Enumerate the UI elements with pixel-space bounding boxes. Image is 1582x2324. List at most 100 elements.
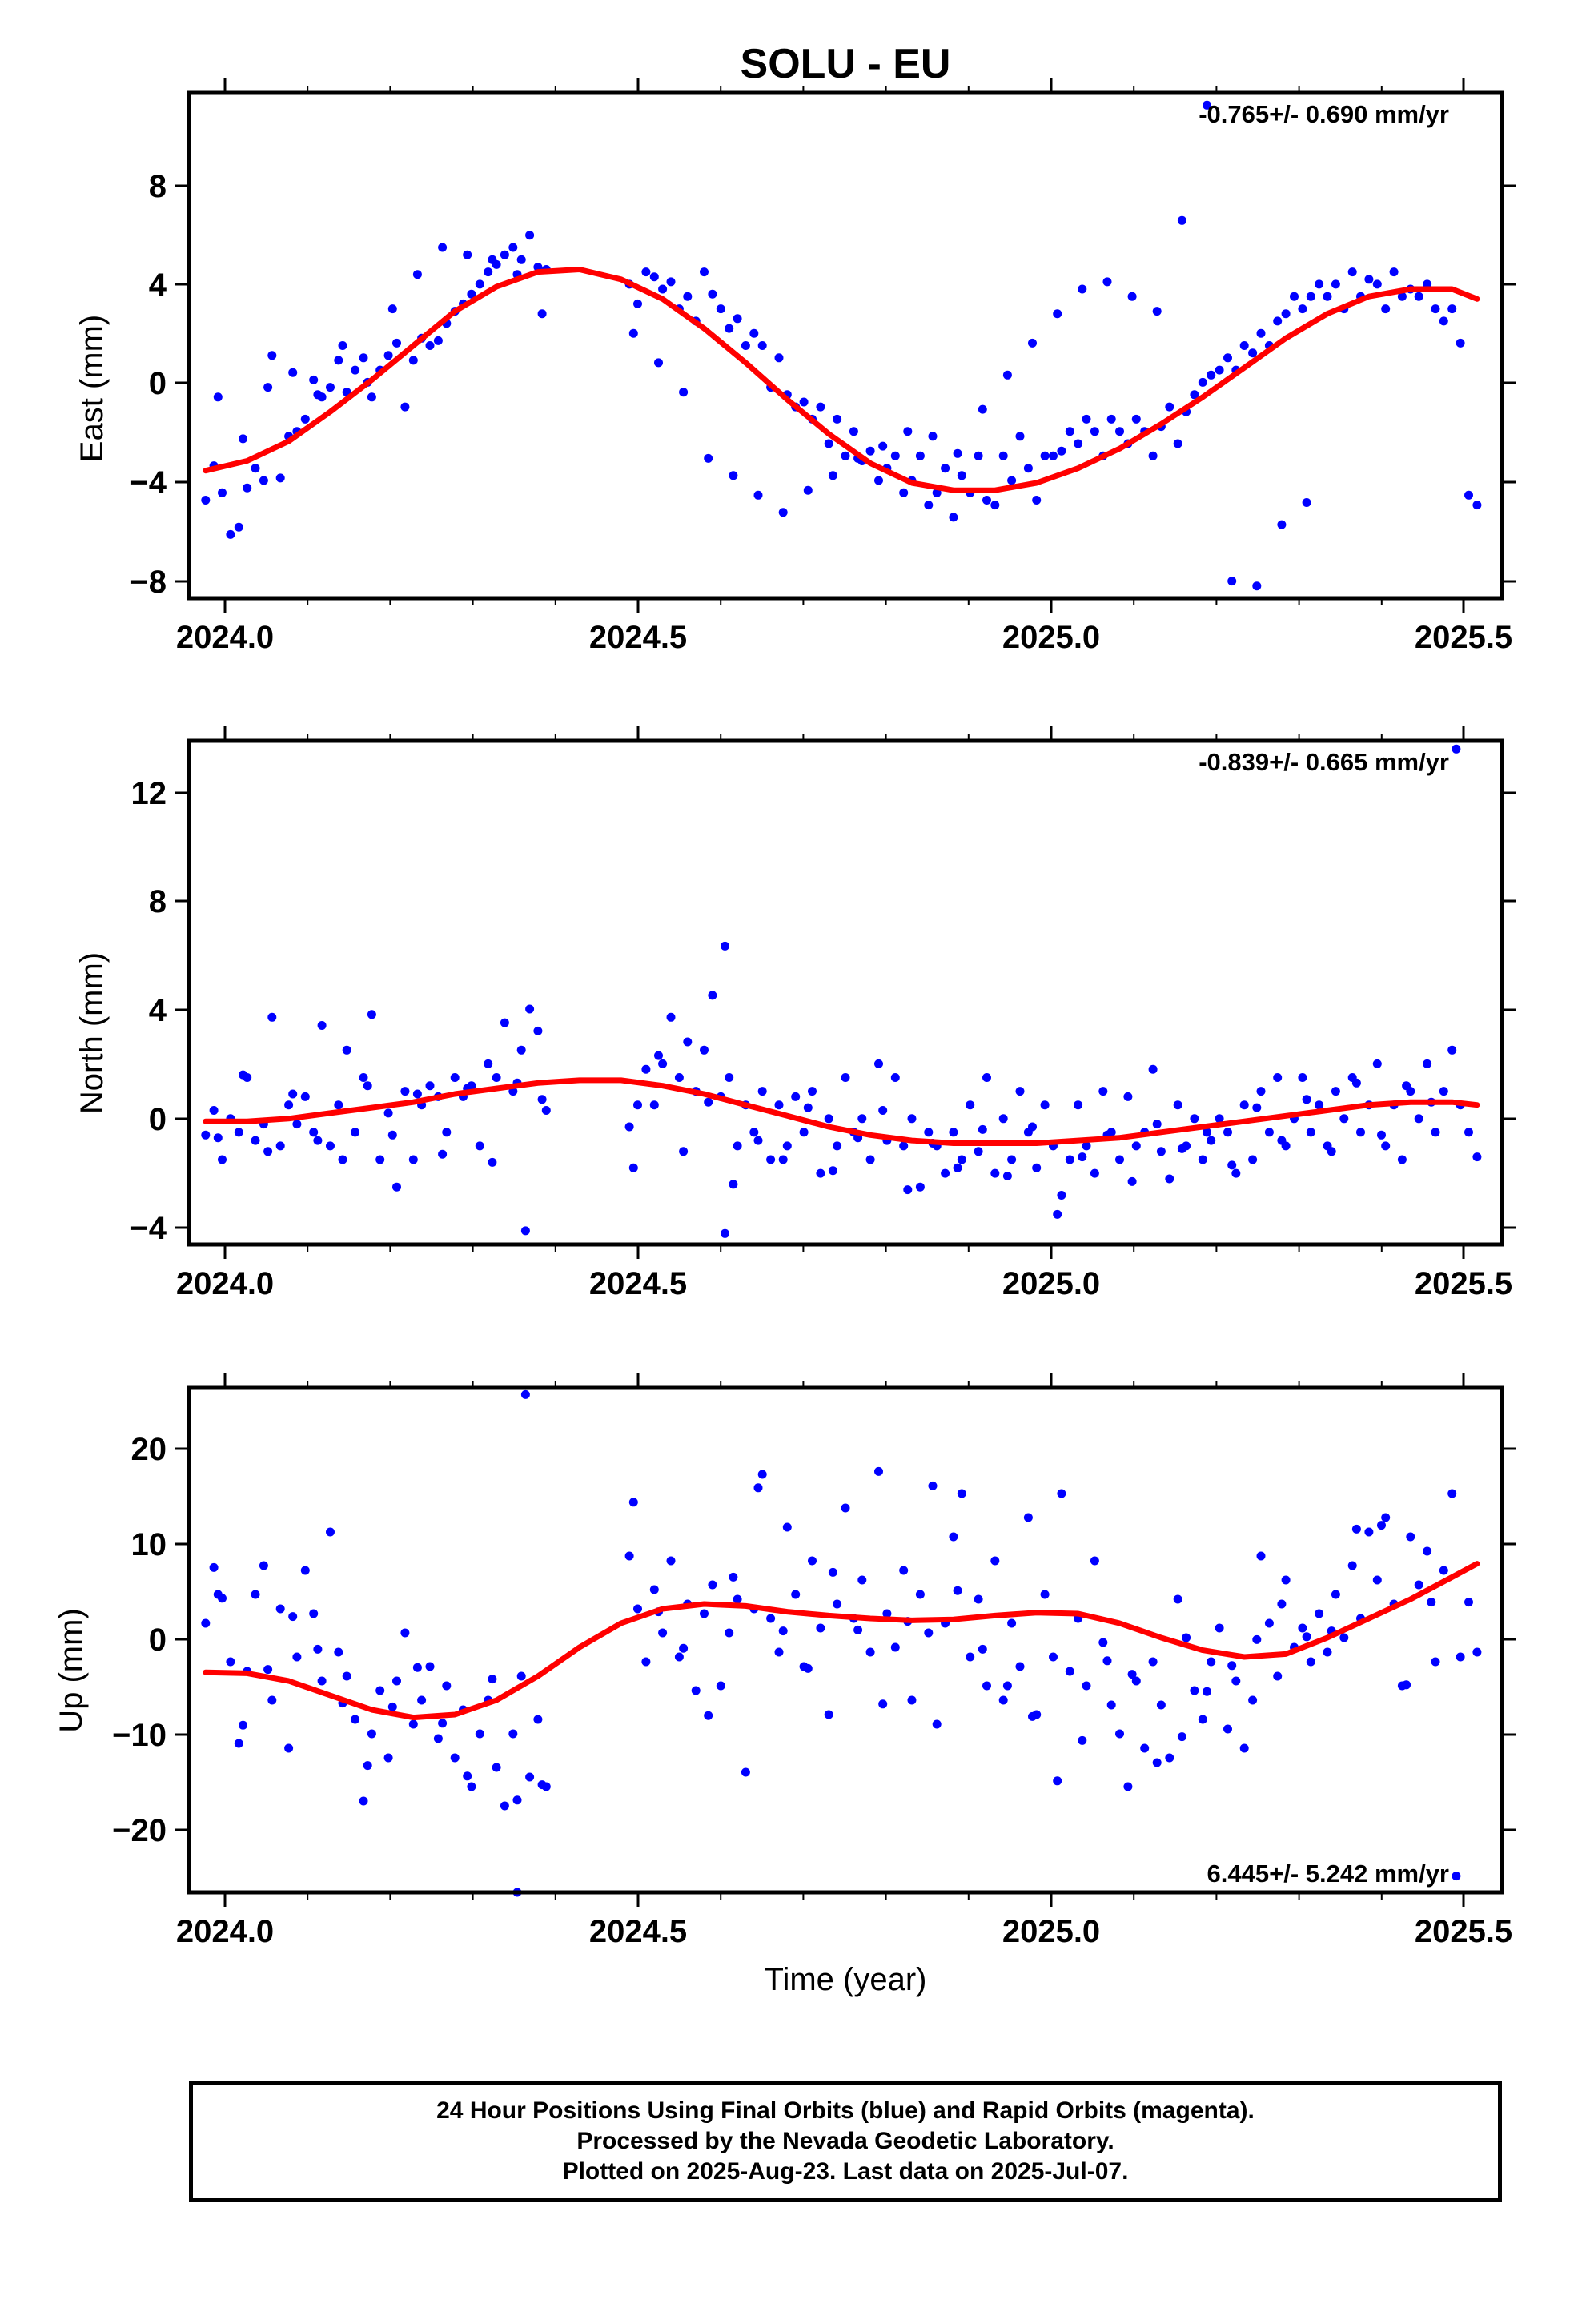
east-data-point — [313, 390, 323, 400]
east-data-point — [1414, 292, 1423, 301]
north-data-point — [782, 1141, 792, 1151]
up-data-point — [857, 1575, 867, 1585]
up-data-point — [853, 1625, 863, 1634]
east-data-point — [878, 441, 888, 451]
north-data-point — [990, 1168, 1000, 1178]
north-data-point — [799, 1128, 809, 1137]
up-data-point — [990, 1556, 1000, 1566]
north-data-point — [679, 1147, 689, 1156]
up-panel: 20 10 0 −10 −20 2024.0 2024.5 2025.0 2025.5 Up (m… — [54, 1373, 1516, 1949]
north-data-point — [700, 1045, 709, 1055]
east-x-tick-label: 2024.5 — [589, 620, 687, 655]
up-data-point — [1402, 1680, 1411, 1690]
east-data-point — [1281, 309, 1291, 319]
east-data-point — [1439, 316, 1448, 326]
east-data-point — [1023, 464, 1033, 473]
east-data-point — [757, 341, 767, 350]
east-data-point — [700, 267, 709, 277]
north-y-tick-label: 0 — [149, 1102, 167, 1137]
up-data-point — [1302, 1632, 1311, 1642]
north-data-point — [733, 1141, 742, 1151]
up-data-point — [251, 1590, 260, 1599]
east-data-point — [1106, 414, 1116, 424]
north-data-point — [704, 1097, 713, 1107]
up-data-point — [666, 1556, 676, 1566]
up-data-point — [351, 1715, 360, 1724]
east-data-point — [816, 402, 825, 412]
up-data-point — [882, 1609, 892, 1618]
up-data-point — [463, 1771, 472, 1781]
east-data-point — [658, 284, 668, 294]
east-data-point — [1028, 338, 1037, 348]
east-data-point — [338, 341, 347, 350]
north-data-point — [338, 1155, 347, 1164]
east-data-point — [1131, 414, 1141, 424]
up-data-point — [824, 1710, 833, 1719]
north-data-point — [778, 1155, 788, 1164]
east-data-point — [309, 375, 319, 384]
east-data-point — [924, 501, 934, 510]
east-data-point — [1397, 292, 1407, 301]
north-data-point — [209, 1106, 219, 1115]
north-data-point — [475, 1141, 484, 1151]
up-data-point — [267, 1695, 277, 1705]
up-data-point — [1127, 1670, 1137, 1679]
up-data-point — [1078, 1735, 1087, 1745]
east-data-point — [508, 243, 518, 252]
up-data-point — [658, 1628, 668, 1638]
up-data-point — [1198, 1715, 1207, 1724]
north-data-point — [392, 1182, 401, 1192]
east-data-point — [941, 464, 950, 473]
up-y-tick-label: 20 — [131, 1432, 167, 1467]
east-data-point — [500, 250, 509, 259]
north-y-tick-label: 12 — [131, 776, 167, 811]
up-data-point — [433, 1734, 443, 1743]
up-data-point — [1464, 1598, 1473, 1607]
north-data-point — [654, 1051, 663, 1060]
north-data-point — [1252, 1103, 1262, 1112]
up-data-point — [1207, 1657, 1216, 1667]
north-data-point — [1007, 1155, 1017, 1164]
north-data-point — [375, 1155, 385, 1164]
east-x-tick-label: 2024.0 — [176, 620, 274, 655]
north-data-point — [1302, 1095, 1311, 1104]
north-data-point — [949, 1128, 958, 1137]
north-data-point — [309, 1128, 319, 1137]
north-data-point — [317, 1021, 327, 1030]
east-data-point — [666, 277, 676, 287]
north-data-point — [941, 1168, 950, 1178]
up-data-point — [766, 1614, 776, 1623]
east-data-point — [433, 336, 443, 345]
north-data-point — [218, 1155, 227, 1164]
north-data-point — [1057, 1191, 1066, 1200]
up-data-point — [512, 1795, 522, 1805]
east-data-point — [1227, 577, 1237, 586]
north-data-point — [313, 1136, 323, 1145]
up-data-point — [878, 1699, 888, 1709]
up-data-point — [1306, 1657, 1315, 1667]
up-data-point — [716, 1681, 725, 1691]
north-data-point — [1190, 1114, 1199, 1124]
north-data-point — [1207, 1136, 1216, 1145]
east-data-point — [641, 267, 651, 277]
east-data-point — [392, 338, 401, 348]
up-y-tick-label: 10 — [131, 1527, 167, 1562]
up-data-point — [408, 1719, 418, 1729]
east-data-point — [383, 351, 393, 360]
up-data-point — [928, 1481, 938, 1490]
north-data-point — [1356, 1128, 1365, 1137]
north-data-point — [841, 1073, 850, 1082]
up-x-tick-label: 2025.0 — [1002, 1914, 1100, 1949]
up-data-point — [259, 1561, 268, 1570]
north-data-point — [1377, 1130, 1386, 1140]
up-data-point — [1239, 1743, 1249, 1753]
east-data-point — [259, 476, 268, 485]
north-x-tick-label: 2024.0 — [176, 1266, 274, 1301]
north-data-point — [284, 1100, 294, 1110]
up-data-point — [1431, 1657, 1440, 1667]
north-data-point — [1331, 1087, 1340, 1096]
east-data-point — [1239, 341, 1249, 350]
up-data-point — [284, 1743, 294, 1753]
east-data-point — [1298, 304, 1307, 314]
up-data-point — [791, 1590, 801, 1599]
